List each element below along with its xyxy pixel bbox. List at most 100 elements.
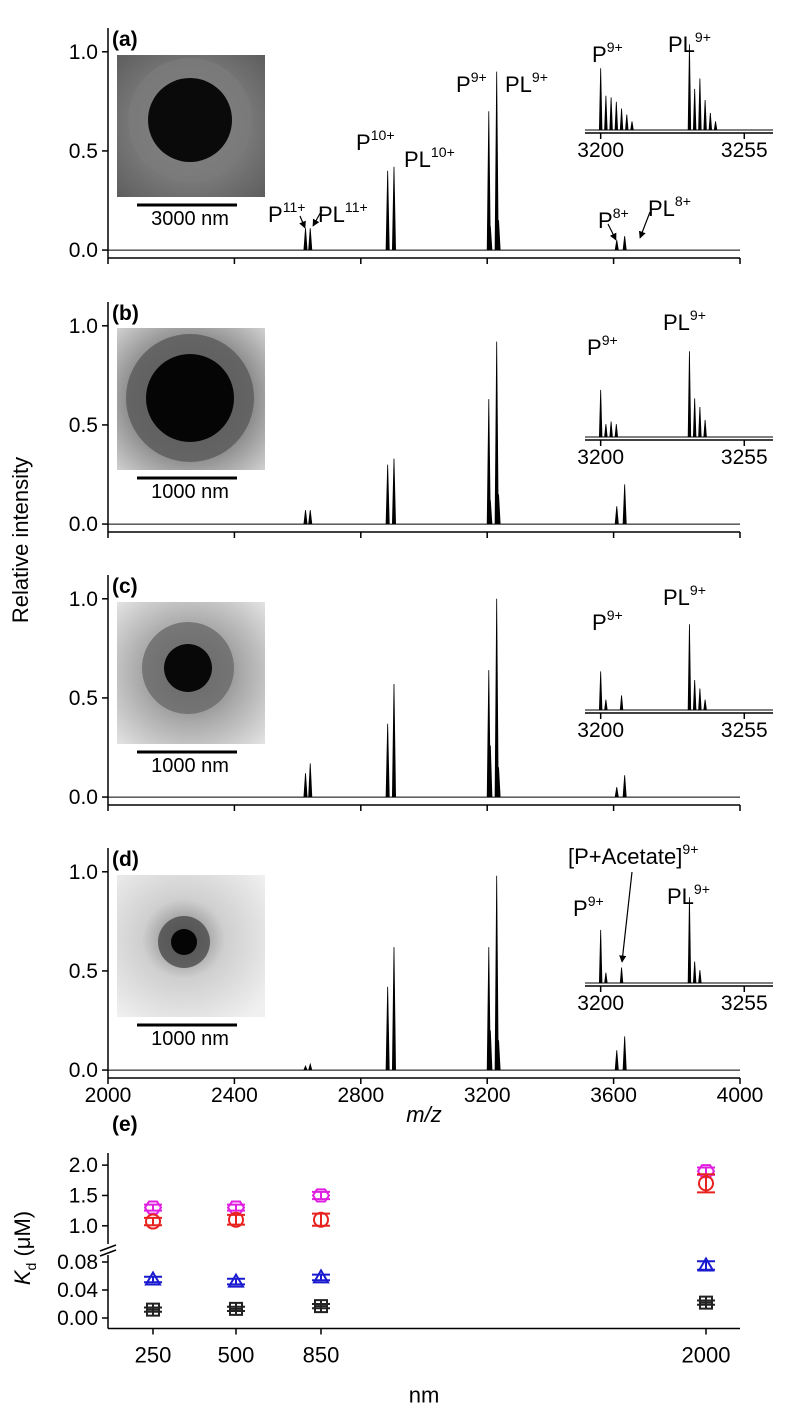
- peak: [604, 699, 608, 711]
- annotation: PL9+: [668, 29, 711, 57]
- sem-pore: [148, 78, 232, 162]
- peak: [698, 406, 702, 438]
- annotation: PL9+: [505, 69, 548, 97]
- peak: [703, 99, 707, 131]
- y-tick-label: 1.0: [69, 41, 98, 64]
- x-tick-label: 3200: [577, 992, 624, 1015]
- y-tick-label: 0.5: [69, 687, 98, 710]
- marker: [697, 1256, 715, 1272]
- y-tick-label: 1.0: [69, 861, 98, 884]
- panel-label: (e): [112, 1113, 138, 1136]
- y-tick-label: 1.0: [69, 315, 98, 338]
- arrow: [312, 209, 323, 227]
- peak: [385, 723, 390, 798]
- peak: [303, 510, 308, 525]
- peak: [488, 226, 493, 251]
- peak: [698, 78, 702, 131]
- annotation-sup: 9+: [607, 607, 623, 623]
- peak: [622, 1036, 627, 1071]
- peak: [488, 745, 493, 798]
- peak: [614, 101, 619, 131]
- annotation-sup: 8+: [675, 193, 691, 209]
- y-axis-title: Kd (μM): [10, 1211, 39, 1285]
- peak: [622, 236, 627, 251]
- annotation-text: PL: [667, 884, 694, 909]
- peak: [609, 97, 613, 131]
- marker: [699, 1295, 713, 1310]
- peak: [619, 967, 624, 984]
- x-tick-label: 3255: [721, 719, 768, 742]
- sem-pore: [164, 644, 212, 692]
- x-tick-label: 2800: [337, 1084, 384, 1107]
- peak: [619, 695, 624, 711]
- panel-label: (a): [112, 28, 138, 51]
- y-tick-label: 1.0: [69, 588, 98, 611]
- marker: [228, 1211, 244, 1228]
- annotation-sup: 8+: [613, 205, 629, 221]
- peak: [391, 684, 396, 798]
- x-tick-label: 2000: [682, 1343, 731, 1368]
- arrow: [619, 871, 633, 963]
- y-axis-title-unit: (μM): [10, 1211, 35, 1263]
- peak: [622, 775, 627, 798]
- annotation-text: PL: [663, 585, 690, 610]
- y-tick-label: 0.00: [57, 1307, 98, 1330]
- annotation-text: [P+Acetate]: [568, 844, 682, 869]
- x-tick-label: 3200: [577, 139, 624, 162]
- annotation-sup: 9+: [602, 332, 618, 348]
- marker: [145, 1213, 161, 1230]
- sem-pore: [171, 929, 197, 955]
- marker: [143, 1200, 163, 1215]
- y-tick-label: 0.5: [69, 140, 98, 163]
- y-tick-label: 1.5: [69, 1184, 98, 1207]
- peak: [703, 419, 707, 438]
- peak: [496, 220, 501, 251]
- peak: [713, 121, 718, 131]
- annotation-sup: 9+: [694, 881, 710, 897]
- peak: [391, 166, 396, 251]
- scale-bar-label: 3000 nm: [151, 208, 229, 230]
- marker: [314, 1299, 328, 1314]
- peak: [604, 972, 608, 984]
- annotation-text: P: [592, 610, 607, 635]
- marker: [311, 1188, 331, 1203]
- annotation-text: P: [573, 896, 588, 921]
- peak: [385, 464, 390, 525]
- x-tick-label: 3200: [464, 1084, 511, 1107]
- x-tick-label: 4000: [717, 1084, 764, 1107]
- annotation-sup: 9+: [607, 39, 623, 55]
- x-tick-label: 3200: [577, 446, 624, 469]
- peak: [308, 763, 313, 798]
- annotation: PL8+: [648, 193, 691, 221]
- y-tick-label: 0.5: [69, 960, 98, 983]
- arrow: [299, 215, 306, 229]
- x-tick-label: 850: [303, 1343, 340, 1368]
- y-axis-title-symbol: K: [10, 1269, 35, 1285]
- marker: [144, 1270, 162, 1286]
- annotation-text: P: [587, 335, 602, 360]
- marker: [698, 1175, 714, 1192]
- annotation-sup: 9+: [690, 582, 706, 598]
- x-tick-label: 3255: [721, 992, 768, 1015]
- x-tick-label: 250: [135, 1343, 172, 1368]
- peak: [614, 506, 619, 525]
- peak: [687, 351, 692, 438]
- annotation-sup: 9+: [690, 307, 706, 323]
- annotation-sup: 9+: [471, 69, 487, 85]
- peak: [614, 787, 619, 798]
- y-tick-label: 0.0: [69, 786, 98, 809]
- peak: [609, 421, 613, 438]
- peak: [687, 624, 692, 711]
- arrow: [607, 223, 617, 241]
- annotation-sup: 9+: [532, 69, 548, 85]
- marker: [313, 1211, 329, 1228]
- peak: [488, 500, 493, 525]
- annotation-sup: 10+: [431, 144, 455, 160]
- peak: [614, 424, 619, 438]
- peak: [391, 947, 396, 1071]
- y-tick-label: 0.5: [69, 414, 98, 437]
- peak: [687, 897, 692, 984]
- peak: [488, 1030, 493, 1071]
- annotation: P11+: [268, 199, 306, 227]
